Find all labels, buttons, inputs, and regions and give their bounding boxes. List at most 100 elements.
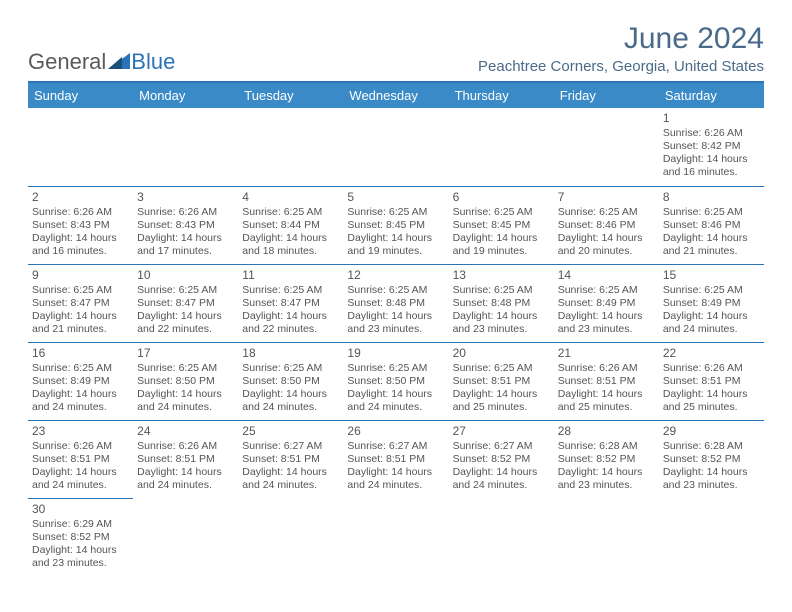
day-sunset: Sunset: 8:42 PM xyxy=(663,140,760,153)
day-dl2: and 25 minutes. xyxy=(453,401,550,414)
day-dl2: and 22 minutes. xyxy=(242,323,339,336)
day-dl1: Daylight: 14 hours xyxy=(347,310,444,323)
day-number: 12 xyxy=(347,268,444,283)
calendar-day-cell: 26Sunrise: 6:27 AMSunset: 8:51 PMDayligh… xyxy=(343,420,448,498)
calendar-day-cell: 12Sunrise: 6:25 AMSunset: 8:48 PMDayligh… xyxy=(343,264,448,342)
calendar-day-cell: 19Sunrise: 6:25 AMSunset: 8:50 PMDayligh… xyxy=(343,342,448,420)
day-sunset: Sunset: 8:49 PM xyxy=(32,375,129,388)
day-dl2: and 25 minutes. xyxy=(663,401,760,414)
day-sunrise: Sunrise: 6:25 AM xyxy=(347,284,444,297)
day-sunset: Sunset: 8:48 PM xyxy=(453,297,550,310)
day-dl1: Daylight: 14 hours xyxy=(453,466,550,479)
day-sunset: Sunset: 8:52 PM xyxy=(32,531,129,544)
day-sunrise: Sunrise: 6:27 AM xyxy=(242,440,339,453)
day-header: Sunday xyxy=(28,83,133,108)
day-dl2: and 24 minutes. xyxy=(453,479,550,492)
day-dl2: and 23 minutes. xyxy=(558,323,655,336)
day-dl1: Daylight: 14 hours xyxy=(453,232,550,245)
day-number: 26 xyxy=(347,424,444,439)
day-number: 5 xyxy=(347,190,444,205)
calendar-week-row: 1Sunrise: 6:26 AMSunset: 8:42 PMDaylight… xyxy=(28,108,764,186)
day-number: 13 xyxy=(453,268,550,283)
day-dl2: and 22 minutes. xyxy=(137,323,234,336)
brand-part2: Blue xyxy=(131,49,175,75)
day-sunset: Sunset: 8:45 PM xyxy=(453,219,550,232)
day-dl1: Daylight: 14 hours xyxy=(453,310,550,323)
calendar-day-cell: 7Sunrise: 6:25 AMSunset: 8:46 PMDaylight… xyxy=(554,186,659,264)
calendar-day-cell: 2Sunrise: 6:26 AMSunset: 8:43 PMDaylight… xyxy=(28,186,133,264)
day-sunrise: Sunrise: 6:26 AM xyxy=(137,206,234,219)
day-sunset: Sunset: 8:46 PM xyxy=(558,219,655,232)
day-number: 20 xyxy=(453,346,550,361)
day-sunset: Sunset: 8:51 PM xyxy=(32,453,129,466)
calendar-day-cell: 6Sunrise: 6:25 AMSunset: 8:45 PMDaylight… xyxy=(449,186,554,264)
day-number: 22 xyxy=(663,346,760,361)
day-number: 19 xyxy=(347,346,444,361)
day-sunrise: Sunrise: 6:25 AM xyxy=(242,284,339,297)
day-dl1: Daylight: 14 hours xyxy=(242,310,339,323)
day-dl2: and 24 minutes. xyxy=(663,323,760,336)
day-sunset: Sunset: 8:43 PM xyxy=(32,219,129,232)
calendar-week-row: 9Sunrise: 6:25 AMSunset: 8:47 PMDaylight… xyxy=(28,264,764,342)
day-dl2: and 24 minutes. xyxy=(32,401,129,414)
day-sunrise: Sunrise: 6:25 AM xyxy=(242,206,339,219)
day-sunset: Sunset: 8:51 PM xyxy=(137,453,234,466)
calendar-empty-cell xyxy=(133,498,238,576)
day-header: Monday xyxy=(133,83,238,108)
day-sunrise: Sunrise: 6:27 AM xyxy=(347,440,444,453)
day-sunrise: Sunrise: 6:26 AM xyxy=(663,127,760,140)
calendar-table: Sunday Monday Tuesday Wednesday Thursday… xyxy=(28,83,764,576)
day-number: 14 xyxy=(558,268,655,283)
day-header: Saturday xyxy=(659,83,764,108)
day-sunrise: Sunrise: 6:25 AM xyxy=(32,362,129,375)
day-number: 6 xyxy=(453,190,550,205)
day-sunrise: Sunrise: 6:25 AM xyxy=(453,206,550,219)
day-sunrise: Sunrise: 6:28 AM xyxy=(558,440,655,453)
calendar-day-cell: 27Sunrise: 6:27 AMSunset: 8:52 PMDayligh… xyxy=(449,420,554,498)
day-sunset: Sunset: 8:51 PM xyxy=(453,375,550,388)
calendar-day-cell: 30Sunrise: 6:29 AMSunset: 8:52 PMDayligh… xyxy=(28,498,133,576)
day-sunset: Sunset: 8:46 PM xyxy=(663,219,760,232)
calendar-empty-cell xyxy=(449,498,554,576)
calendar-day-cell: 22Sunrise: 6:26 AMSunset: 8:51 PMDayligh… xyxy=(659,342,764,420)
day-dl2: and 21 minutes. xyxy=(663,245,760,258)
calendar-day-cell: 3Sunrise: 6:26 AMSunset: 8:43 PMDaylight… xyxy=(133,186,238,264)
day-dl1: Daylight: 14 hours xyxy=(663,388,760,401)
calendar-week-row: 23Sunrise: 6:26 AMSunset: 8:51 PMDayligh… xyxy=(28,420,764,498)
calendar-empty-cell xyxy=(28,108,133,186)
day-dl2: and 25 minutes. xyxy=(558,401,655,414)
day-dl1: Daylight: 14 hours xyxy=(347,232,444,245)
day-sunrise: Sunrise: 6:25 AM xyxy=(663,206,760,219)
day-dl1: Daylight: 14 hours xyxy=(663,466,760,479)
day-sunset: Sunset: 8:49 PM xyxy=(558,297,655,310)
day-header: Thursday xyxy=(449,83,554,108)
day-header: Friday xyxy=(554,83,659,108)
day-dl2: and 16 minutes. xyxy=(32,245,129,258)
day-sunset: Sunset: 8:45 PM xyxy=(347,219,444,232)
day-dl1: Daylight: 14 hours xyxy=(347,466,444,479)
day-sunrise: Sunrise: 6:25 AM xyxy=(453,284,550,297)
day-sunrise: Sunrise: 6:25 AM xyxy=(663,284,760,297)
day-dl2: and 24 minutes. xyxy=(347,401,444,414)
day-sunset: Sunset: 8:47 PM xyxy=(137,297,234,310)
day-dl2: and 23 minutes. xyxy=(558,479,655,492)
calendar-day-cell: 16Sunrise: 6:25 AMSunset: 8:49 PMDayligh… xyxy=(28,342,133,420)
calendar-day-cell: 18Sunrise: 6:25 AMSunset: 8:50 PMDayligh… xyxy=(238,342,343,420)
day-dl2: and 24 minutes. xyxy=(242,401,339,414)
day-dl1: Daylight: 14 hours xyxy=(663,153,760,166)
calendar-day-cell: 14Sunrise: 6:25 AMSunset: 8:49 PMDayligh… xyxy=(554,264,659,342)
calendar-day-cell: 24Sunrise: 6:26 AMSunset: 8:51 PMDayligh… xyxy=(133,420,238,498)
day-sunrise: Sunrise: 6:25 AM xyxy=(558,206,655,219)
day-sunset: Sunset: 8:43 PM xyxy=(137,219,234,232)
day-sunrise: Sunrise: 6:25 AM xyxy=(137,362,234,375)
day-dl2: and 23 minutes. xyxy=(663,479,760,492)
day-number: 25 xyxy=(242,424,339,439)
calendar-empty-cell xyxy=(343,108,448,186)
day-sunrise: Sunrise: 6:26 AM xyxy=(663,362,760,375)
calendar-day-cell: 15Sunrise: 6:25 AMSunset: 8:49 PMDayligh… xyxy=(659,264,764,342)
calendar-day-cell: 17Sunrise: 6:25 AMSunset: 8:50 PMDayligh… xyxy=(133,342,238,420)
calendar-empty-cell xyxy=(554,498,659,576)
day-sunrise: Sunrise: 6:26 AM xyxy=(32,206,129,219)
day-dl2: and 24 minutes. xyxy=(347,479,444,492)
day-dl2: and 24 minutes. xyxy=(32,479,129,492)
